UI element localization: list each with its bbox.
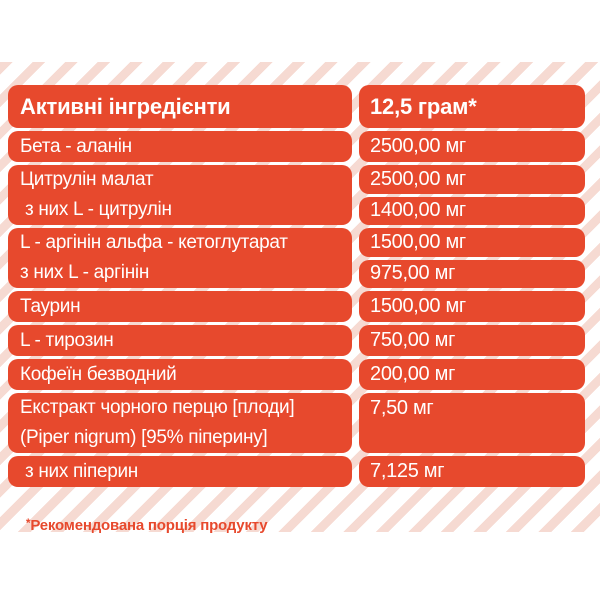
ingredient-name-line: (Piper nigrum) [95% піперину] <box>20 427 268 448</box>
ingredient-amount-cell: 7,50 мг <box>359 393 585 453</box>
ingredient-name-line: Бета - аланін <box>20 135 132 157</box>
ingredient-name-cell: Цитрулін малат з них L - цитрулін <box>8 165 352 225</box>
ingredient-name-cell: Бета - аланін <box>8 131 352 162</box>
ingredient-amount-col: 1500,00 мг <box>359 291 585 322</box>
footnote: *Рекомендована порція продукту <box>10 500 268 551</box>
footnote-asterisk: * <box>25 516 31 530</box>
ingredient-name-cell: Екстракт чорного перцю [плоди] (Piper nig… <box>8 393 352 453</box>
ingredient-name-line: з них піперин <box>20 460 138 482</box>
header-ingredients-label: Активні інгредієнти <box>20 93 231 119</box>
ingredient-name-line: з них L - аргінін <box>20 262 150 283</box>
ingredient-name-cell: Кофеїн безводний <box>8 359 352 390</box>
ingredient-amount-col: 1500,00 мг 975,00 мг <box>359 228 585 288</box>
table-row: з них піперин 7,125 мг <box>8 456 585 487</box>
footnote-text: Рекомендована порція продукту <box>30 517 268 534</box>
ingredient-name-line: Цитрулін малат <box>20 169 154 190</box>
table-row: Бета - аланін 2500,00 мг <box>8 131 585 162</box>
ingredient-amount-cell: 2500,00 мг <box>359 131 585 162</box>
ingredient-name-line: з них L - цитрулін <box>20 199 172 220</box>
table-row: Цитрулін малат з них L - цитрулін 2500,00… <box>8 165 585 225</box>
ingredient-amount-col: 7,50 мг <box>359 393 585 453</box>
ingredient-name-cell: з них піперин <box>8 456 352 487</box>
ingredient-name-cell: Таурин <box>8 291 352 322</box>
ingredient-amount-cell: 2500,00 мг <box>359 165 585 194</box>
header-serving-col: 12,5 грам* <box>359 85 585 128</box>
table-row: L - аргінін альфа - кетоглутарат з них L … <box>8 228 585 288</box>
ingredient-amount-col: 2500,00 мг <box>359 131 585 162</box>
ingredient-name-line: L - тирозин <box>20 329 114 351</box>
ingredient-amount-cell: 1400,00 мг <box>359 196 585 225</box>
table-row: Екстракт чорного перцю [плоди] (Piper nig… <box>8 393 585 453</box>
ingredient-amount-col: 7,125 мг <box>359 456 585 487</box>
ingredients-table: Активні інгредієнти 12,5 грам* Бета - ал… <box>8 85 585 490</box>
ingredient-name-line: Екстракт чорного перцю [плоди] <box>20 397 295 418</box>
ingredient-amount-col: 2500,00 мг 1400,00 мг <box>359 165 585 225</box>
table-header-row: Активні інгредієнти 12,5 грам* <box>8 85 585 128</box>
ingredient-amount-cell: 1500,00 мг <box>359 228 585 257</box>
ingredient-amount-col: 750,00 мг <box>359 325 585 356</box>
ingredient-name-cell: L - тирозин <box>8 325 352 356</box>
table-body: Бета - аланін 2500,00 мг Цитрулін малат з … <box>8 131 585 487</box>
ingredient-amount-cell: 1500,00 мг <box>359 291 585 322</box>
ingredient-name-line: Кофеїн безводний <box>20 363 177 385</box>
ingredient-amount-col: 200,00 мг <box>359 359 585 390</box>
table-row: Таурин 1500,00 мг <box>8 291 585 322</box>
ingredient-amount-cell: 200,00 мг <box>359 359 585 390</box>
ingredient-amount-cell: 7,125 мг <box>359 456 585 487</box>
ingredient-name-line: L - аргінін альфа - кетоглутарат <box>20 232 288 253</box>
table-row: Кофеїн безводний 200,00 мг <box>8 359 585 390</box>
ingredient-amount-cell: 750,00 мг <box>359 325 585 356</box>
table-row: L - тирозин 750,00 мг <box>8 325 585 356</box>
ingredient-amount-cell: 975,00 мг <box>359 259 585 288</box>
ingredient-name-line: Таурин <box>20 295 81 317</box>
header-ingredients-cell: Активні інгредієнти <box>8 85 352 128</box>
header-serving-cell: 12,5 грам* <box>359 85 585 128</box>
ingredient-name-cell: L - аргінін альфа - кетоглутарат з них L … <box>8 228 352 288</box>
